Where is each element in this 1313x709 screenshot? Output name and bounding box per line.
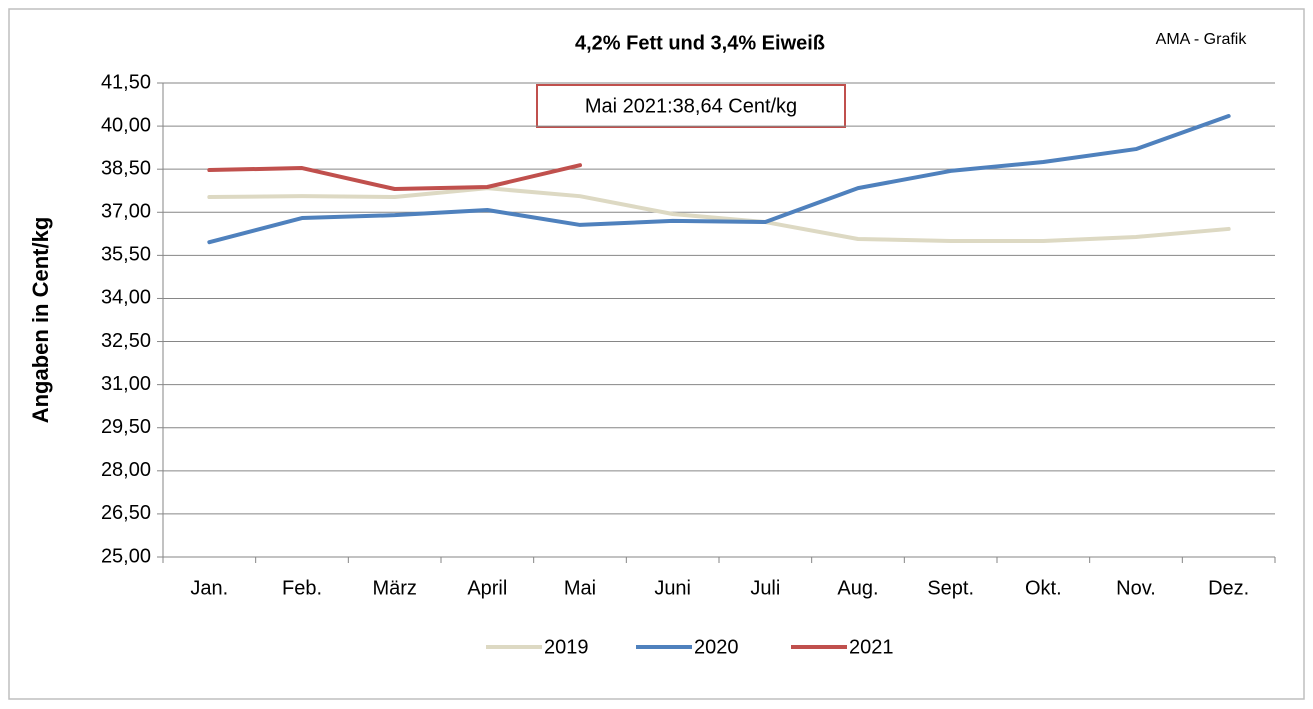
x-tick-label: Dez. — [1208, 577, 1249, 599]
legend-label: 2020 — [694, 636, 739, 658]
y-axis-title: Angaben in Cent/kg — [28, 217, 53, 424]
y-tick-label: 26,50 — [101, 502, 151, 524]
y-tick-label: 25,00 — [101, 545, 151, 567]
y-tick-label: 38,50 — [101, 157, 151, 179]
line-series — [207, 186, 1231, 243]
source-label: AMA - Grafik — [1156, 31, 1248, 48]
x-tick-label: Nov. — [1116, 577, 1156, 599]
x-tick-label: Mai — [564, 577, 596, 599]
x-tick-label: Feb. — [282, 577, 322, 599]
x-tick-label: April — [467, 577, 507, 599]
x-tick-label: Aug. — [837, 577, 878, 599]
y-tick-label: 34,00 — [101, 287, 151, 309]
y-tick-label: 31,00 — [101, 373, 151, 395]
y-tick-label: 35,50 — [101, 244, 151, 266]
y-tick-label: 40,00 — [101, 114, 151, 136]
x-tick-label: März — [372, 577, 416, 599]
line-series — [207, 163, 582, 192]
x-tick-label: Juli — [750, 577, 780, 599]
y-tick-label: 29,50 — [101, 416, 151, 438]
x-tick-label: Okt. — [1025, 577, 1062, 599]
y-tick-label: 37,00 — [101, 201, 151, 223]
legend-label: 2019 — [544, 636, 589, 658]
line-series — [207, 114, 1231, 245]
chart-title: 4,2% Fett und 3,4% Eiweiß — [575, 32, 825, 54]
y-tick-label: 28,00 — [101, 459, 151, 481]
annotation-box — [536, 84, 846, 128]
y-tick-label: 41,50 — [101, 71, 151, 93]
x-tick-label: Juni — [654, 577, 691, 599]
x-tick-label: Sept. — [927, 577, 974, 599]
annotation: Mai 2021:38,64 Cent/kg — [585, 95, 797, 117]
legend-label: 2021 — [849, 636, 894, 658]
y-tick-label: 32,50 — [101, 330, 151, 352]
x-tick-label: Jan. — [190, 577, 228, 599]
